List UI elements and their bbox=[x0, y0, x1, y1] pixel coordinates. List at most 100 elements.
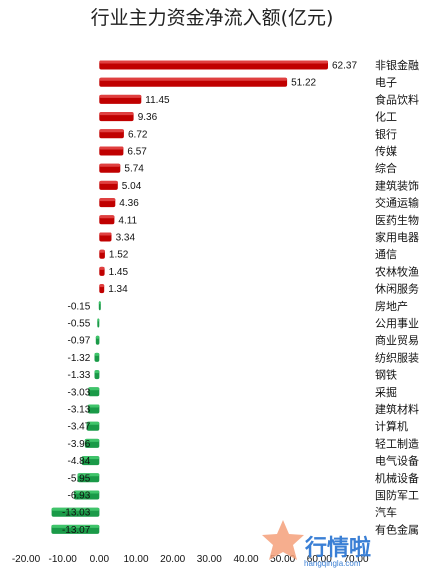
bar-highlight bbox=[73, 490, 100, 494]
bar-highlight bbox=[94, 370, 100, 374]
data-label: 5.04 bbox=[122, 181, 142, 192]
category-label: 医药生物 bbox=[375, 213, 419, 227]
x-tick-label: 30.00 bbox=[197, 554, 222, 565]
data-label: 9.36 bbox=[138, 112, 158, 123]
bars-group: 62.37 非银金融 51.22 电子 11.45 食品饮料 9.36 化工 6.72 银行 6.5… bbox=[51, 58, 419, 536]
category-label: 钢铁 bbox=[375, 369, 397, 382]
data-label: 6.72 bbox=[128, 129, 148, 140]
bar-highlight bbox=[86, 421, 100, 425]
category-label: 传媒 bbox=[375, 145, 397, 158]
category-label: 电子 bbox=[375, 76, 397, 89]
x-tick-label: 50.00 bbox=[270, 554, 295, 565]
category-label: 汽车 bbox=[375, 505, 397, 519]
category-label: 非银金融 bbox=[375, 58, 419, 72]
x-tick-label: 0.00 bbox=[90, 554, 110, 565]
data-label: -0.15 bbox=[68, 301, 91, 312]
bar-highlight bbox=[88, 387, 100, 391]
bar-highlight bbox=[99, 77, 288, 81]
data-label: -0.55 bbox=[68, 319, 91, 330]
data-label: 4.11 bbox=[118, 215, 137, 226]
data-label: -3.96 bbox=[68, 439, 91, 450]
data-label: -13.07 bbox=[62, 525, 91, 536]
x-tick-label: 70.00 bbox=[343, 554, 368, 565]
bar-highlight bbox=[87, 404, 100, 408]
data-label: 6.57 bbox=[127, 147, 147, 158]
data-label: -5.95 bbox=[68, 473, 91, 484]
category-label: 食品饮料 bbox=[375, 92, 419, 106]
category-label: 商业贸易 bbox=[375, 333, 419, 347]
category-label: 综合 bbox=[375, 161, 397, 175]
x-tick-label: -20.00 bbox=[12, 554, 41, 565]
x-axis-ticks: -20.00 -10.00 0.00 10.00 20.00 30.00 40.00 50.0… bbox=[12, 554, 369, 565]
data-label: -3.03 bbox=[68, 387, 91, 398]
category-label: 轻工制造 bbox=[375, 436, 419, 450]
data-label: 51.22 bbox=[291, 78, 316, 89]
data-label: 5.74 bbox=[124, 164, 144, 175]
bar-highlight bbox=[99, 215, 115, 219]
bar-highlight bbox=[99, 284, 105, 288]
watermark-subtext: hangqingla.com bbox=[304, 559, 361, 568]
category-label: 家用电器 bbox=[375, 230, 419, 244]
data-label: -3.13 bbox=[68, 405, 91, 416]
bar-highlight bbox=[99, 60, 328, 64]
bar-highlight bbox=[81, 456, 100, 460]
category-label: 建筑材料 bbox=[375, 402, 419, 416]
bar-highlight bbox=[51, 507, 100, 511]
category-label: 化工 bbox=[375, 110, 397, 124]
data-label: -0.97 bbox=[68, 336, 91, 347]
category-label: 农林牧渔 bbox=[375, 264, 419, 278]
category-label: 交通运输 bbox=[375, 196, 419, 210]
category-label: 建筑装饰 bbox=[375, 178, 419, 192]
data-label: -1.33 bbox=[68, 370, 91, 381]
data-label: 11.45 bbox=[145, 95, 170, 106]
bar-highlight bbox=[99, 232, 112, 236]
bar-highlight bbox=[95, 335, 100, 339]
category-label: 国防军工 bbox=[375, 488, 419, 502]
bar-highlight bbox=[99, 129, 124, 133]
bar-highlight bbox=[84, 438, 100, 442]
data-label: -13.03 bbox=[62, 508, 91, 519]
x-tick-label: 40.00 bbox=[233, 554, 258, 565]
category-label: 公用事业 bbox=[375, 317, 419, 330]
chart-title: 行业主力资金净流入额(亿元) bbox=[91, 7, 334, 29]
data-label: 62.37 bbox=[332, 61, 357, 72]
bar-highlight bbox=[99, 180, 118, 184]
bar-highlight bbox=[99, 112, 134, 116]
x-tick-label: 60.00 bbox=[307, 554, 332, 565]
category-label: 银行 bbox=[375, 127, 397, 141]
category-label: 计算机 bbox=[375, 419, 408, 433]
bar-highlight bbox=[99, 198, 116, 202]
bar-highlight bbox=[99, 163, 121, 167]
category-label: 房地产 bbox=[375, 299, 408, 313]
category-label: 通信 bbox=[375, 248, 397, 261]
x-tick-label: 20.00 bbox=[160, 554, 185, 565]
data-label: 4.36 bbox=[119, 198, 139, 209]
star-logo-icon bbox=[262, 520, 304, 560]
bar-highlight bbox=[94, 352, 100, 356]
data-label: -3.47 bbox=[68, 422, 91, 433]
data-label: -6.93 bbox=[68, 491, 91, 502]
data-label: 1.34 bbox=[108, 284, 128, 295]
category-label: 纺织服装 bbox=[375, 350, 419, 364]
bar-highlight bbox=[99, 249, 105, 253]
bar-highlight bbox=[99, 94, 142, 98]
bar-highlight bbox=[99, 266, 105, 270]
bar-highlight bbox=[77, 473, 100, 477]
bar-highlight bbox=[97, 318, 100, 322]
category-label: 休闲服务 bbox=[375, 282, 419, 296]
data-label: -4.84 bbox=[68, 456, 91, 467]
watermark-logo: 行情啦 hangqingla.com bbox=[262, 520, 371, 568]
x-tick-label: -10.00 bbox=[49, 554, 78, 565]
bar-highlight bbox=[51, 524, 100, 528]
data-label: 1.45 bbox=[109, 267, 129, 278]
data-label: 3.34 bbox=[116, 233, 136, 244]
x-tick-label: 10.00 bbox=[123, 554, 148, 565]
data-label: -1.32 bbox=[68, 353, 91, 364]
category-label: 有色金属 bbox=[375, 522, 419, 536]
bar-highlight bbox=[98, 301, 101, 305]
watermark-text: 行情啦 bbox=[304, 535, 371, 561]
bar-highlight bbox=[99, 146, 124, 150]
category-label: 采掘 bbox=[375, 385, 397, 399]
data-label: 1.52 bbox=[109, 250, 129, 261]
